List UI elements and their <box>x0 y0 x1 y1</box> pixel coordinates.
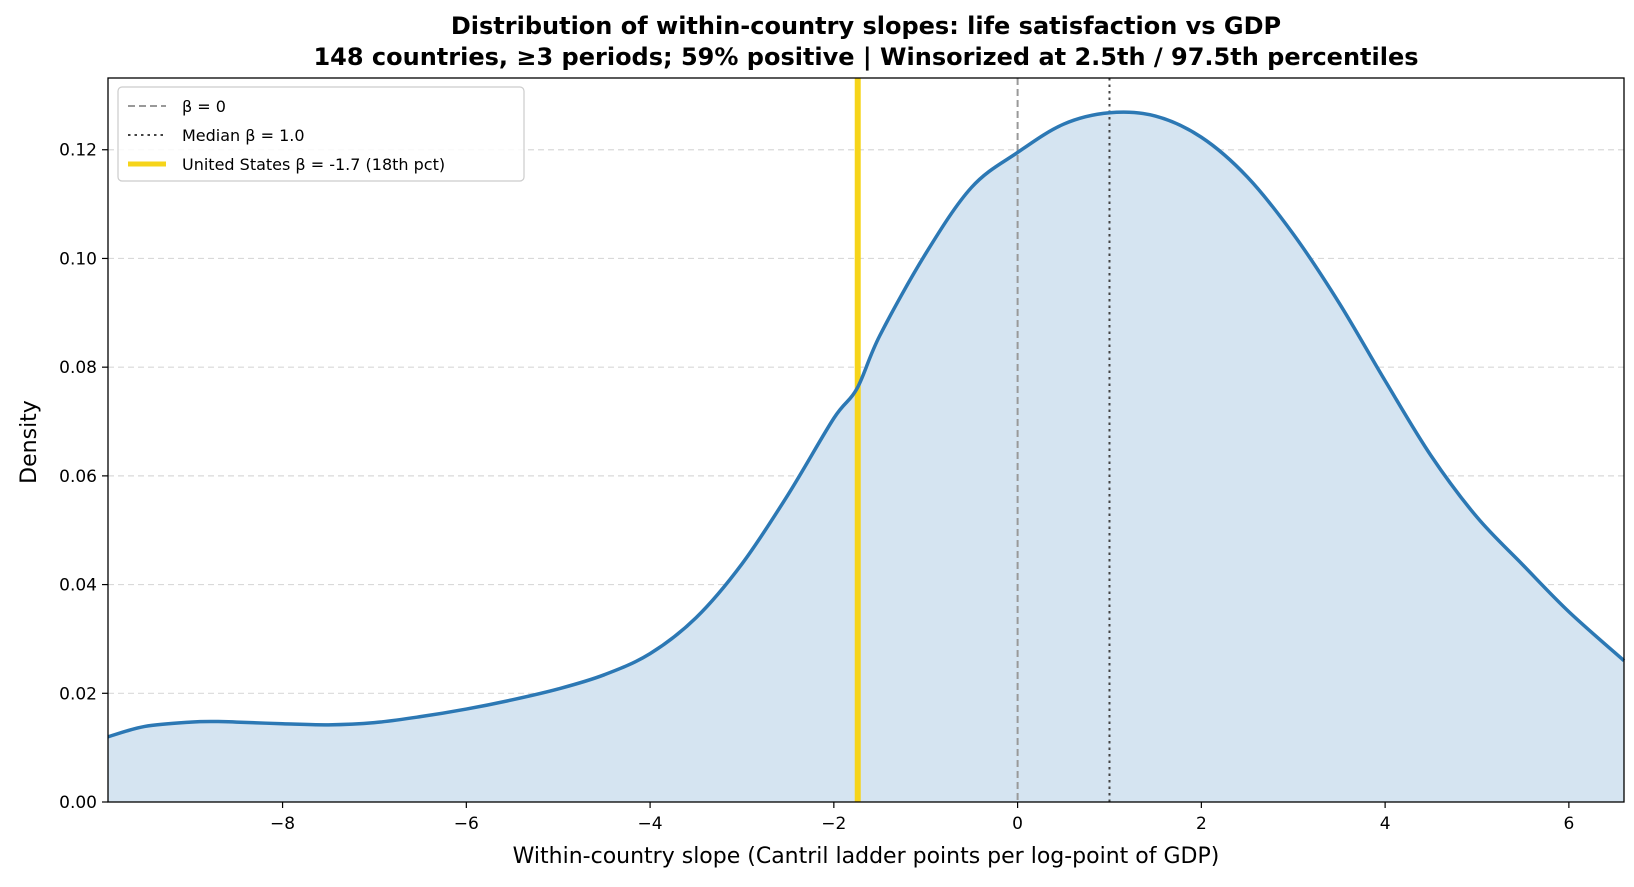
y-tick-label: 0.10 <box>59 249 97 269</box>
x-tick-label: −4 <box>638 814 663 834</box>
reference-lines <box>854 78 1111 802</box>
y-tick-label: 0.02 <box>59 684 97 704</box>
legend: β = 0 Median β = 1.0 United States β = -1.… <box>117 86 525 182</box>
x-tick-label: 6 <box>1563 814 1574 834</box>
density-curve <box>107 110 1626 739</box>
x-tick-label: 4 <box>1380 814 1391 834</box>
y-tick-label: 0.12 <box>59 141 97 161</box>
y-tick-label: 0.00 <box>59 793 97 813</box>
chart-subtitle: 148 countries, ≥3 periods; 59% positive … <box>313 43 1418 71</box>
plot-frame <box>107 77 1625 803</box>
legend-label: β = 0 <box>182 97 226 116</box>
y-tick-label: 0.08 <box>59 358 97 378</box>
fill-layer <box>108 112 1624 802</box>
y-tick-label: 0.04 <box>59 576 97 596</box>
x-axis-label: Within-country slope (Cantril ladder poi… <box>513 844 1220 869</box>
x-tick-label: 0 <box>1012 814 1023 834</box>
legend-label: Median β = 1.0 <box>182 126 305 145</box>
legend-box <box>117 86 525 182</box>
x-tick-label: −6 <box>454 814 479 834</box>
x-tick-label: −8 <box>270 814 295 834</box>
y-axis-label: Density <box>17 400 42 484</box>
x-tick-label: −2 <box>821 814 846 834</box>
density-area <box>108 112 1624 802</box>
axes-layer: −8 −6 −4 −2 0 2 4 6 0.00 0.02 0.04 0.06 0.08 0.10 0.12 <box>59 77 1625 834</box>
y-tick-label: 0.06 <box>59 467 97 487</box>
legend-label: United States β = -1.7 (18th pct) <box>182 155 445 174</box>
x-tick-label: 2 <box>1196 814 1207 834</box>
curve-layer <box>107 110 1626 739</box>
chart-title: Distribution of within-country slopes: l… <box>451 12 1281 40</box>
